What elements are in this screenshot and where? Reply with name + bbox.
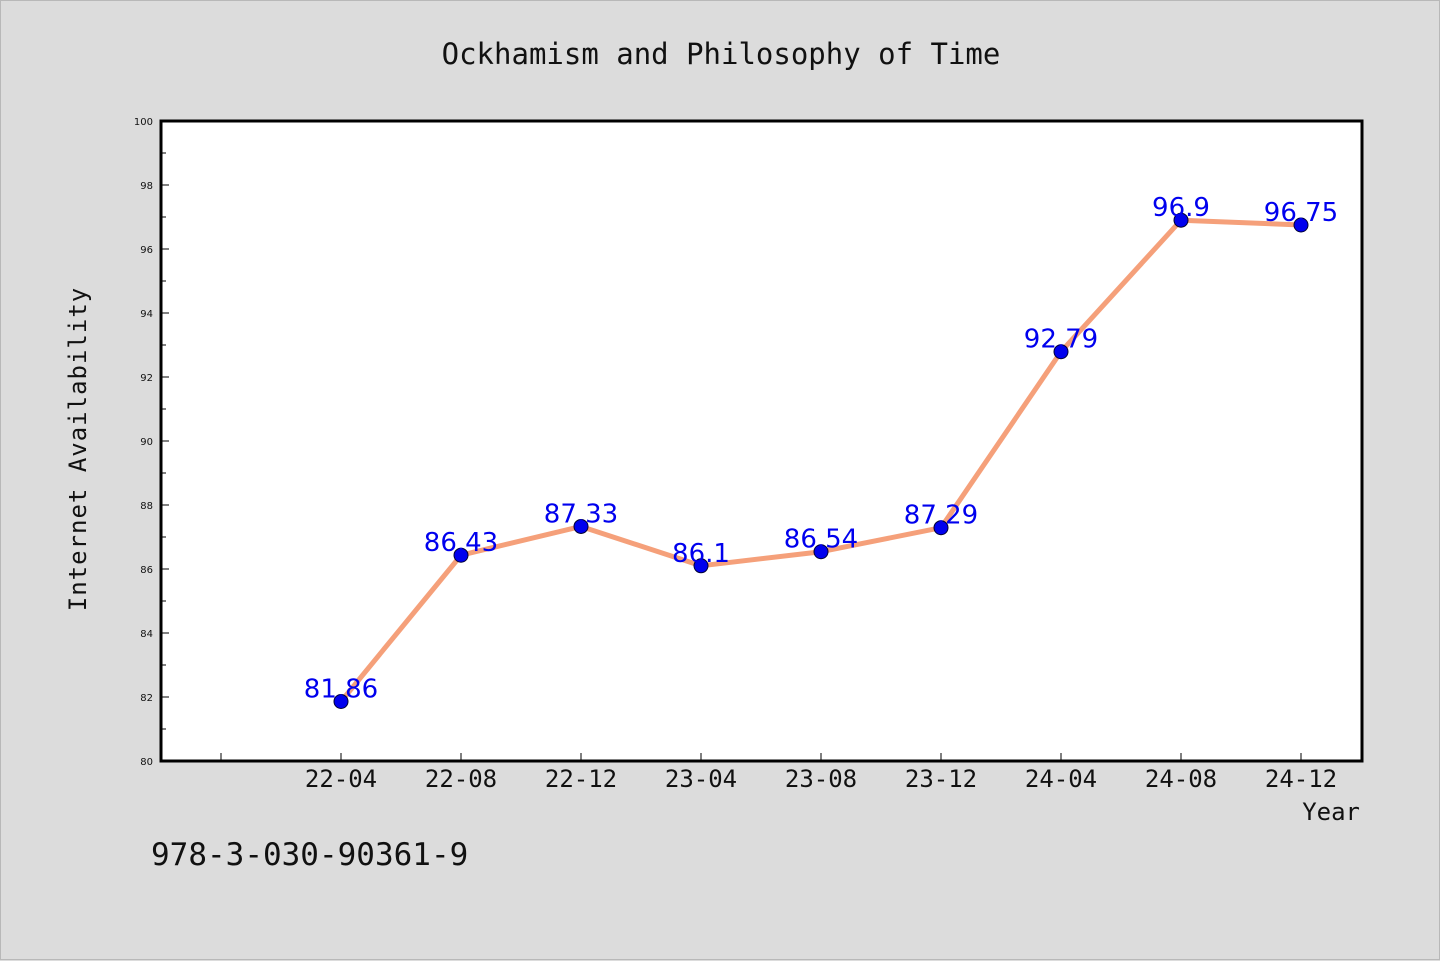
x-tick-label: 23-04 [665,765,737,793]
data-label: 92.79 [1024,325,1098,355]
y-tick-label: 86 [140,565,153,576]
y-tick-label: 100 [134,117,153,128]
data-label: 96.75 [1264,198,1338,228]
series-group [333,212,1309,709]
data-point [1293,217,1309,233]
x-tick-label: 24-12 [1265,765,1337,793]
data-label: 96.9 [1152,193,1210,223]
data-point [453,547,469,563]
data-label: 86.1 [672,539,730,569]
data-point [693,558,709,574]
plot-area [159,119,1364,763]
y-tick-label: 90 [140,437,153,448]
data-point [1173,212,1189,228]
y-tick-label: 88 [140,501,153,512]
x-tick-label: 22-08 [425,765,497,793]
x-axis-label: Year [1302,798,1360,826]
x-tick-label: 23-12 [905,765,977,793]
data-label: 87.29 [904,501,978,531]
y-tick-label: 96 [140,245,153,256]
x-tick-label: 24-04 [1025,765,1097,793]
x-tick-label: 23-08 [785,765,857,793]
data-point [933,520,949,536]
data-labels-group: 81.86 86.43 87.33 86.1 86.54 87.29 92.79 96.9 96… [304,193,1338,704]
x-tick-label: 22-04 [305,765,377,793]
data-point [333,693,349,709]
x-axis: 22-04 22-08 22-12 23-04 23-08 23-12 24-04 24-08… [220,753,1337,793]
y-tick-label: 82 [140,693,153,704]
y-tick-label: 94 [140,309,153,320]
y-tick-label: 92 [140,373,153,384]
y-tick-label: 80 [140,757,153,768]
data-point [813,544,829,560]
data-label: 81.86 [304,674,378,704]
x-tick-label: 24-08 [1145,765,1217,793]
chart-title: Ockhamism and Philosophy of Time [442,37,1001,71]
data-label: 87.33 [544,499,618,529]
x-tick-label: 22-12 [545,765,617,793]
isbn-footnote: 978-3-030-90361-9 [151,837,468,873]
data-label: 86.54 [784,525,858,555]
y-axis-label: Internet Availability [64,287,92,611]
y-tick-label: 98 [140,181,153,192]
data-label: 86.43 [424,528,498,558]
y-tick-label: 84 [140,629,153,640]
y-axis: 80 82 84 86 88 90 92 94 96 98 100 [134,117,169,768]
data-point [573,518,589,534]
data-point [1053,344,1069,360]
